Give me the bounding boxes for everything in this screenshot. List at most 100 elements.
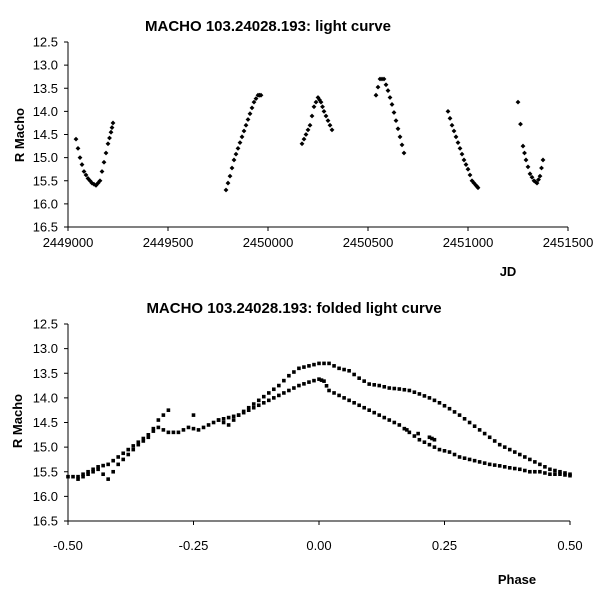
data-point: [191, 413, 196, 417]
data-point: [241, 128, 247, 134]
data-point: [447, 115, 453, 121]
data-point: [239, 134, 245, 140]
data-point: [322, 361, 326, 366]
y-tick-label: 12.5: [33, 317, 58, 332]
data-point: [156, 418, 161, 422]
data-point: [377, 383, 382, 388]
data-point: [329, 127, 335, 133]
data-point: [287, 388, 291, 393]
data-point: [362, 379, 366, 383]
data-point: [241, 409, 246, 414]
data-point: [383, 82, 389, 88]
data-point: [272, 396, 276, 400]
data-point: [282, 378, 286, 383]
tick-marks: [64, 41, 569, 231]
y-tick-label: 13.5: [33, 366, 58, 381]
data-point: [528, 457, 532, 462]
data-point: [225, 180, 231, 186]
data-point: [83, 172, 89, 178]
x-tick-labels: -0.50 -0.25 0.00 0.25 0.50: [53, 538, 582, 553]
data-point: [342, 396, 346, 400]
data-point: [497, 442, 502, 447]
data-point: [121, 451, 126, 456]
data-point: [477, 460, 482, 464]
data-point: [81, 472, 85, 477]
x-tick-label: 2451000: [443, 235, 494, 250]
data-point: [320, 104, 325, 110]
data-point: [99, 169, 105, 174]
data-point: [525, 164, 531, 170]
data-point: [229, 165, 235, 171]
data-point: [382, 384, 387, 389]
data-point: [312, 378, 316, 383]
data-point: [141, 436, 146, 441]
data-point: [528, 469, 532, 474]
data-point: [226, 423, 231, 427]
data-point: [437, 447, 442, 452]
data-point: [523, 455, 527, 459]
data-point: [318, 99, 324, 105]
data-point: [402, 387, 407, 392]
data-point: [246, 405, 251, 410]
data-point: [502, 445, 507, 449]
data-point: [518, 467, 522, 472]
data-point: [302, 382, 306, 386]
data-point: [136, 442, 141, 447]
y-tick-label: 13.0: [33, 58, 58, 73]
data-point: [76, 477, 80, 481]
data-point: [186, 425, 191, 430]
data-point: [307, 380, 311, 384]
data-point: [382, 415, 387, 420]
data-point: [492, 439, 497, 443]
data-point: [462, 417, 467, 421]
data-point: [397, 423, 402, 427]
data-point: [539, 165, 544, 171]
data-point: [389, 102, 395, 107]
data-point: [512, 466, 517, 471]
data-point: [247, 111, 253, 117]
data-point: [387, 386, 392, 390]
data-point: [307, 364, 311, 368]
data-point: [231, 418, 236, 422]
y-tick-label: 15.0: [33, 440, 58, 455]
data-point: [536, 177, 541, 182]
data-point: [459, 151, 465, 157]
chart-folded-light-curve: MACHO 103.24028.193: folded light curve …: [10, 300, 583, 587]
data-point: [395, 126, 401, 132]
data-point: [407, 430, 412, 435]
y-tick-labels: 12.5 13.0 13.5 14.0 14.5 15.0 15.5 16.0 16.5: [33, 317, 58, 529]
data-point: [463, 162, 469, 167]
data-point: [237, 140, 243, 145]
x-axis-label: JD: [500, 264, 517, 279]
data-point: [322, 379, 326, 383]
data-point: [121, 457, 126, 462]
x-tick-label: 2450000: [243, 235, 294, 250]
data-point: [126, 447, 131, 452]
data-point: [146, 435, 151, 440]
data-point: [393, 118, 399, 124]
data-point: [166, 430, 171, 435]
data-point: [77, 155, 83, 161]
data-point: [324, 384, 329, 388]
x-tick-label: -0.25: [179, 538, 209, 553]
data-point: [387, 418, 392, 422]
x-tick-label: 0.25: [432, 538, 457, 553]
data-point: [507, 447, 512, 452]
data-point: [529, 174, 535, 180]
data-point: [487, 435, 492, 440]
data-point: [372, 410, 377, 415]
data-point: [381, 76, 387, 82]
data-point: [106, 462, 110, 467]
data-point: [96, 467, 100, 472]
data-point: [442, 403, 447, 408]
data-point: [313, 99, 319, 105]
data-point: [518, 121, 523, 127]
data-point: [373, 92, 379, 98]
y-tick-label: 16.0: [33, 196, 58, 211]
data-point: [430, 436, 434, 441]
y-tick-label: 14.0: [33, 390, 58, 405]
data-point: [385, 88, 391, 93]
data-point: [297, 366, 301, 371]
data-point: [216, 418, 221, 422]
data-point: [362, 405, 366, 410]
